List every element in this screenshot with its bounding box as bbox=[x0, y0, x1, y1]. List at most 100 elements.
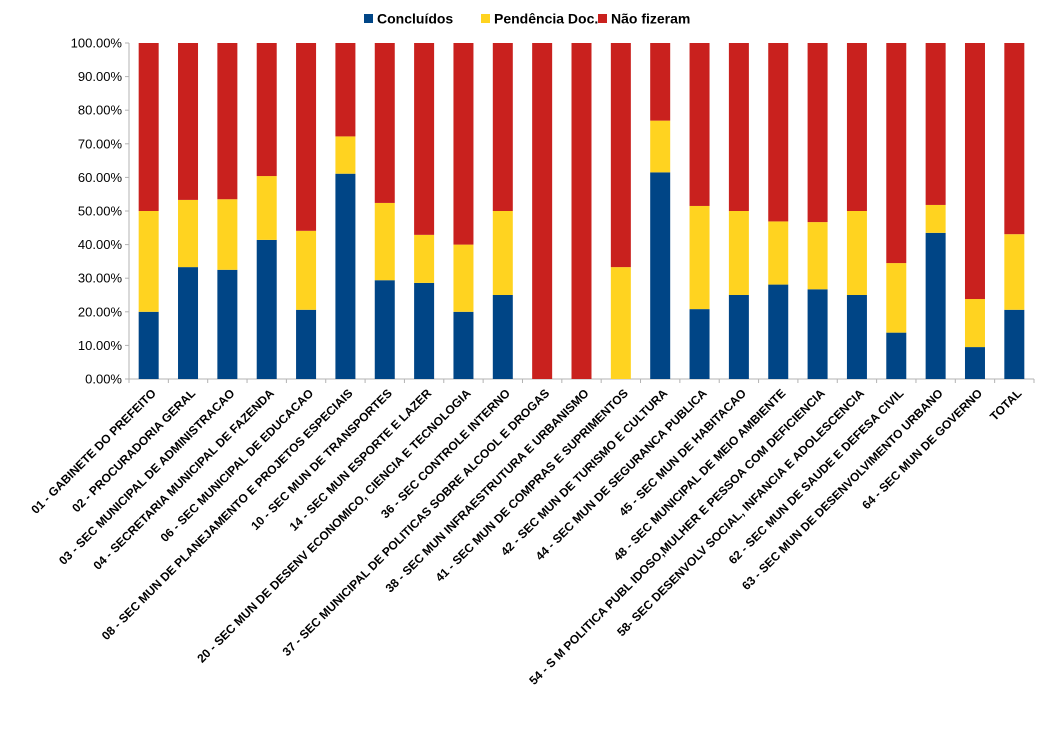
legend-swatch bbox=[364, 14, 373, 23]
bar-segment-nao-fizeram bbox=[374, 43, 395, 203]
bar-segment-nao-fizeram bbox=[335, 43, 356, 137]
bar-segment-concluidos bbox=[768, 284, 789, 379]
bar-segment-concluidos bbox=[217, 269, 238, 379]
bar-stack bbox=[217, 43, 238, 379]
bar-segment-pendencia bbox=[846, 211, 867, 295]
y-tick-label: 20.00% bbox=[78, 304, 123, 319]
bar-stack bbox=[414, 43, 435, 379]
y-tick-label: 40.00% bbox=[78, 237, 123, 252]
bar-segment-pendencia bbox=[178, 199, 199, 268]
bar-segment-pendencia bbox=[650, 120, 671, 173]
bar-segment-pendencia bbox=[807, 222, 828, 290]
bar-stack bbox=[964, 43, 985, 379]
bar-stack bbox=[335, 43, 356, 379]
legend-item: Concluídos bbox=[364, 11, 453, 27]
bar-segment-nao-fizeram bbox=[178, 43, 199, 200]
bar-stack bbox=[886, 43, 907, 379]
bar-segment-nao-fizeram bbox=[886, 43, 907, 264]
bar-segment-concluidos bbox=[964, 347, 985, 379]
bar-stack bbox=[768, 43, 789, 379]
bar-segment-nao-fizeram bbox=[492, 43, 513, 211]
bar-stack bbox=[138, 43, 159, 379]
x-tick-label: TOTAL bbox=[987, 386, 1024, 423]
bar-segment-nao-fizeram bbox=[610, 43, 631, 268]
legend-item: Não fizeram bbox=[598, 11, 690, 27]
bar-segment-pendencia bbox=[256, 176, 277, 240]
bar-segment-nao-fizeram bbox=[925, 43, 946, 205]
bar-segment-pendencia bbox=[768, 221, 789, 285]
bar-segment-pendencia bbox=[138, 211, 159, 312]
bar-segment-nao-fizeram bbox=[571, 43, 592, 379]
bar-segment-concluidos bbox=[374, 280, 395, 379]
bar-segment-pendencia bbox=[492, 211, 513, 295]
y-tick-label: 80.00% bbox=[78, 103, 123, 118]
y-tick-label: 60.00% bbox=[78, 170, 123, 185]
bar-stack bbox=[374, 43, 395, 379]
bar-segment-nao-fizeram bbox=[453, 43, 474, 245]
bar-segment-nao-fizeram bbox=[256, 43, 277, 177]
legend-item: Pendência Doc. bbox=[481, 11, 598, 27]
bar-segment-pendencia bbox=[453, 244, 474, 312]
bar-segment-nao-fizeram bbox=[138, 43, 159, 211]
legend-label: Não fizeram bbox=[611, 11, 690, 27]
bar-segment-pendencia bbox=[1004, 234, 1025, 310]
bar-segment-nao-fizeram bbox=[964, 43, 985, 300]
bar-segment-nao-fizeram bbox=[1004, 43, 1025, 235]
axes: 0.00% 10.00% 20.00% 30.00% 40.00% 50.00% 60.00… bbox=[71, 36, 1035, 387]
legend: Concluídos Pendência Doc. Não fizeram bbox=[364, 11, 690, 27]
bar-segment-nao-fizeram bbox=[650, 43, 671, 121]
bar-stack bbox=[256, 43, 277, 379]
bar-stack bbox=[650, 43, 671, 379]
bar-segment-concluidos bbox=[256, 239, 277, 379]
bar-stack bbox=[728, 43, 749, 379]
y-tick-label: 30.00% bbox=[78, 271, 123, 286]
bar-segment-nao-fizeram bbox=[296, 43, 317, 231]
y-tick-label: 100.00% bbox=[71, 36, 123, 51]
bar-segment-concluidos bbox=[886, 332, 907, 379]
bar-stack bbox=[846, 43, 867, 379]
bar-segment-concluidos bbox=[1004, 309, 1025, 379]
bar-segment-nao-fizeram bbox=[807, 43, 828, 223]
bar-segment-concluidos bbox=[925, 232, 946, 379]
bar-segment-concluidos bbox=[296, 309, 317, 379]
bar-segment-concluidos bbox=[689, 309, 710, 379]
bar-segment-nao-fizeram bbox=[728, 43, 749, 211]
bar-segment-pendencia bbox=[925, 204, 946, 233]
y-tick-label: 0.00% bbox=[85, 372, 122, 387]
bar-segment-nao-fizeram bbox=[689, 43, 710, 206]
x-tick-label: 04 - SECRETARIA MUNICIPAL DE FAZENDA bbox=[90, 386, 277, 573]
legend-label: Concluídos bbox=[377, 11, 453, 27]
bar-segment-concluidos bbox=[414, 282, 435, 379]
y-tick-label: 70.00% bbox=[78, 136, 123, 151]
bar-segment-pendencia bbox=[217, 199, 238, 270]
bar-segment-concluidos bbox=[650, 172, 671, 379]
legend-swatch bbox=[598, 14, 607, 23]
y-tick-label: 10.00% bbox=[78, 338, 123, 353]
bar-segment-pendencia bbox=[296, 230, 317, 310]
bar-segment-concluidos bbox=[453, 311, 474, 379]
bar-segment-nao-fizeram bbox=[846, 43, 867, 211]
bar-stack bbox=[532, 43, 553, 379]
bar-segment-nao-fizeram bbox=[217, 43, 238, 200]
bar-segment-pendencia bbox=[689, 205, 710, 310]
bar-segment-concluidos bbox=[178, 267, 199, 379]
bar-segment-concluidos bbox=[807, 289, 828, 379]
y-tick-label: 90.00% bbox=[78, 69, 123, 84]
bar-segment-concluidos bbox=[138, 311, 159, 379]
legend-swatch bbox=[481, 14, 490, 23]
bar-stack bbox=[1004, 43, 1025, 379]
bar-segment-pendencia bbox=[886, 263, 907, 333]
bar-stack bbox=[689, 43, 710, 379]
bar-segment-nao-fizeram bbox=[768, 43, 789, 222]
bar-segment-pendencia bbox=[335, 136, 356, 174]
x-tick-label: 10 - SEC MUN DE TRANSPORTES bbox=[248, 386, 395, 533]
bars bbox=[138, 43, 1025, 379]
bar-stack bbox=[492, 43, 513, 379]
bar-stack bbox=[571, 43, 592, 379]
bar-stack bbox=[178, 43, 199, 379]
bar-stack bbox=[807, 43, 828, 379]
bar-segment-nao-fizeram bbox=[414, 43, 435, 235]
